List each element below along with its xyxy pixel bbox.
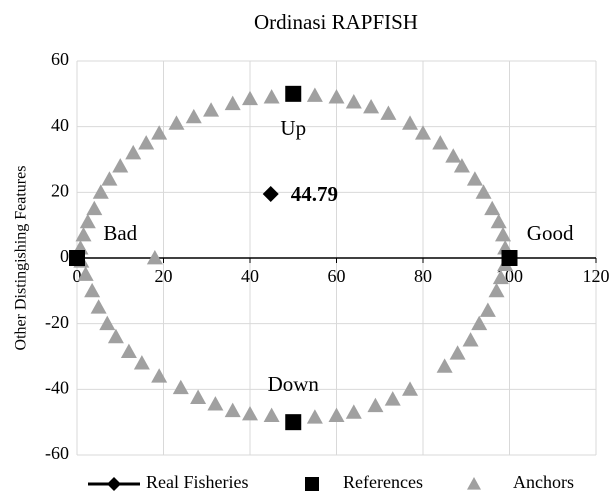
point <box>263 89 280 104</box>
point <box>84 282 101 298</box>
point <box>484 200 501 216</box>
point <box>263 407 280 422</box>
point <box>479 302 496 317</box>
point <box>488 282 505 298</box>
point <box>133 355 150 370</box>
x-tick-label: 40 <box>241 266 259 286</box>
point <box>466 171 483 186</box>
point <box>146 250 163 265</box>
point <box>107 328 124 344</box>
point <box>168 115 185 130</box>
point <box>462 332 479 347</box>
x-tick-label: 80 <box>414 266 432 286</box>
point <box>69 250 85 266</box>
point <box>207 396 224 411</box>
point <box>402 381 419 396</box>
legend-label: Real Fisheries <box>146 472 248 492</box>
point <box>367 397 384 413</box>
point <box>471 315 488 331</box>
point <box>120 343 137 358</box>
point <box>92 184 109 199</box>
point <box>445 148 462 163</box>
legend-marker <box>467 477 481 490</box>
x-tick-label: 60 <box>328 266 346 286</box>
point <box>363 98 380 114</box>
legend-marker <box>107 477 121 491</box>
x-tick-label: 0 <box>73 266 82 286</box>
point <box>242 405 258 421</box>
legend-marker <box>305 477 319 491</box>
y-tick-label: -40 <box>45 377 69 397</box>
point <box>384 391 401 406</box>
y-tick-label: 40 <box>51 115 69 135</box>
point <box>306 87 323 102</box>
annotation: Bad <box>103 221 137 245</box>
point <box>345 404 362 419</box>
point <box>285 414 302 431</box>
annotation: Good <box>527 221 574 245</box>
point <box>86 200 103 216</box>
point <box>285 85 302 102</box>
y-tick-label: -20 <box>45 312 69 332</box>
chart-title: Ordinasi RAPFISH <box>254 10 418 34</box>
annotation: Down <box>268 372 320 396</box>
point <box>345 94 362 109</box>
point <box>190 389 207 404</box>
point <box>453 158 470 173</box>
y-tick-label: 20 <box>51 180 69 200</box>
point <box>402 115 419 130</box>
point <box>501 250 518 266</box>
legend-label: References <box>343 472 423 492</box>
annotation: Up <box>280 116 306 140</box>
x-tick-label: 20 <box>155 266 173 286</box>
point <box>262 185 279 202</box>
y-axis-label: Other Distingishing Features <box>13 166 30 351</box>
point <box>90 299 107 314</box>
point <box>475 184 492 199</box>
data-label: 44.79 <box>291 182 338 206</box>
point <box>172 379 189 395</box>
point <box>224 402 241 418</box>
point <box>436 358 453 373</box>
point <box>328 89 345 104</box>
point <box>415 125 431 140</box>
point <box>306 409 323 424</box>
y-tick-label: -60 <box>45 443 69 463</box>
point <box>449 345 466 360</box>
legend-label: Anchors <box>513 472 574 492</box>
point <box>101 171 118 186</box>
point <box>490 213 507 229</box>
point <box>138 135 155 150</box>
point <box>75 227 92 242</box>
point <box>203 102 220 117</box>
point <box>79 213 96 229</box>
point <box>328 407 345 422</box>
point <box>125 144 142 160</box>
point <box>151 125 168 140</box>
point <box>151 368 168 383</box>
point <box>77 266 94 281</box>
point <box>99 315 116 331</box>
point <box>432 135 449 150</box>
point <box>380 105 397 120</box>
point <box>492 269 509 285</box>
x-tick-label: 120 <box>583 266 610 286</box>
point <box>112 158 129 173</box>
y-tick-label: 0 <box>60 246 69 266</box>
point <box>224 95 241 111</box>
point <box>185 108 202 124</box>
point <box>242 90 258 106</box>
point <box>495 227 512 242</box>
y-tick-label: 60 <box>51 49 69 69</box>
